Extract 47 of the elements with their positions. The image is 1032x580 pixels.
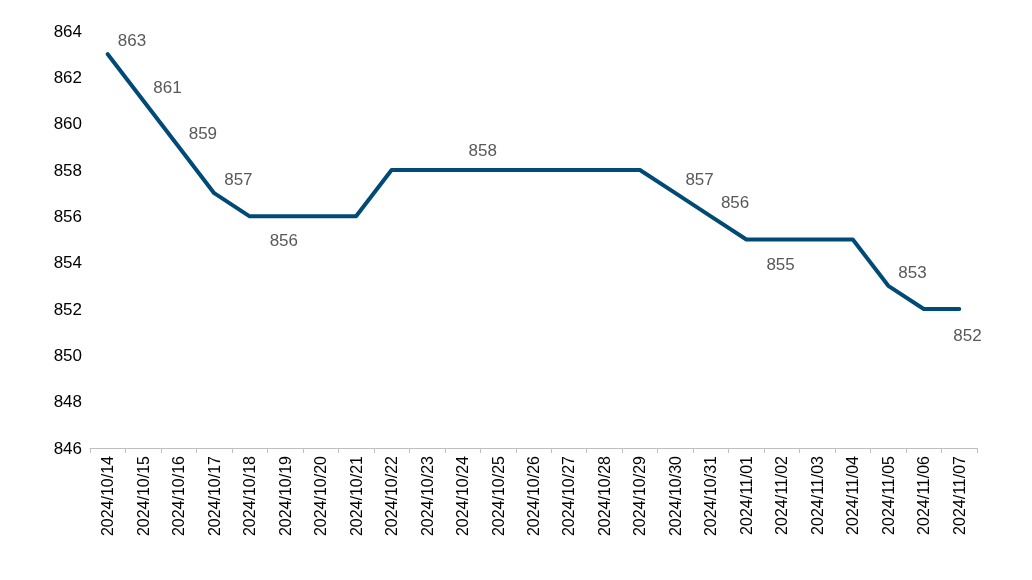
y-tick-label: 860: [53, 114, 82, 134]
data-label: 853: [898, 262, 927, 282]
x-tick-label: 2024/10/19: [276, 455, 294, 537]
y-tick-label: 850: [53, 345, 82, 365]
x-tick-label: 2024/10/26: [525, 455, 542, 537]
x-tick-label: 2024/11/05: [879, 455, 897, 535]
data-label: 856: [720, 193, 750, 213]
x-tick-label: 2024/10/29: [631, 455, 649, 537]
x-tick-label: 2024/10/20: [312, 455, 330, 537]
data-label: 857: [685, 170, 714, 190]
x-tick-label: 2024/10/24: [454, 455, 472, 537]
x-tick-label: 2024/11/04: [844, 455, 862, 535]
data-label: 861: [153, 77, 182, 97]
data-label: 859: [188, 123, 218, 143]
data-label: 852: [953, 326, 982, 345]
data-label: 856: [269, 231, 299, 251]
y-tick-label: 854: [53, 253, 82, 273]
x-tick-label: 2024/10/27: [560, 455, 578, 537]
data-label: 858: [468, 141, 497, 160]
y-tick-label: 852: [53, 299, 82, 319]
x-tick-label: 2024/10/15: [134, 455, 152, 537]
x-tick-label: 2024/10/18: [241, 455, 259, 537]
x-tick-label: 2024/10/22: [383, 455, 401, 537]
y-tick-label: 862: [53, 67, 82, 87]
line-series: [105, 52, 962, 311]
x-tick-label: 2024/10/30: [666, 455, 684, 537]
x-tick-label: 2024/10/23: [418, 455, 436, 537]
x-tick-label: 2024/10/21: [347, 455, 365, 537]
data-label: 857: [224, 170, 253, 190]
data-label: 855: [766, 254, 795, 274]
x-tick-label: 2024/11/06: [915, 455, 933, 535]
x-tick-label: 2024/11/07: [950, 455, 968, 535]
x-tick-label: 2024/10/31: [702, 455, 720, 537]
x-tick-label: 2024/10/25: [489, 455, 507, 537]
x-tick-label: 2024/11/02: [773, 455, 791, 535]
y-tick-label: 858: [53, 160, 82, 180]
x-tick-label: 2024/10/28: [595, 455, 613, 537]
y-tick-label: 864: [53, 21, 82, 41]
x-tick-label: 2024/11/01: [737, 455, 755, 535]
y-tick-label: 846: [53, 438, 82, 458]
x-tick-label: 2024/10/17: [205, 455, 223, 537]
data-label: 863: [117, 31, 147, 51]
x-tick-label: 2024/10/14: [99, 455, 117, 537]
y-tick-label: 856: [53, 206, 82, 226]
y-tick-label: 848: [53, 392, 82, 412]
x-tick-label: 2024/10/16: [170, 455, 188, 537]
x-tick-label: 2024/11/03: [808, 455, 826, 535]
